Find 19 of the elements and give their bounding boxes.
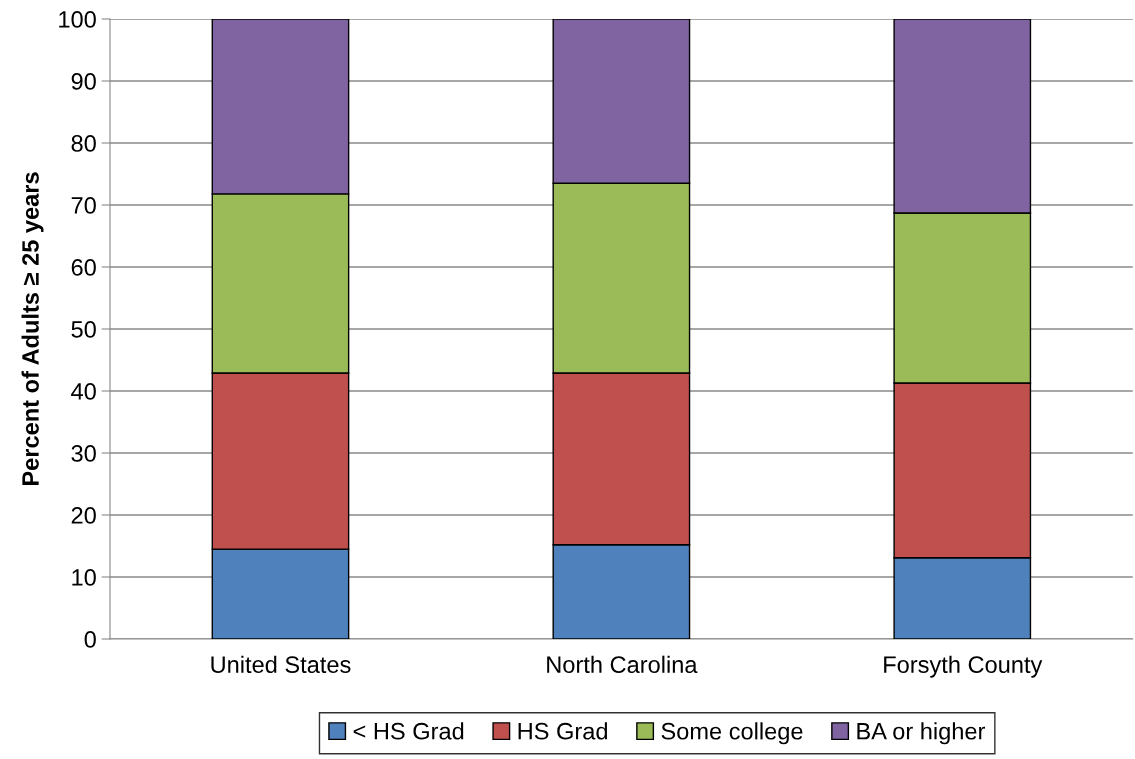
y-axis-title: Percent of Adults ≥ 25 years [21,172,44,486]
y-tick-label: 0 [84,631,96,648]
legend-label: Some college [661,722,803,745]
y-tick-label: 100 [59,11,96,28]
y-tick-label: 20 [71,507,96,524]
y-tick-label: 30 [71,445,96,462]
y-tick-label: 60 [71,259,96,276]
legend-label: HS Grad [518,722,607,740]
legend-label: BA or higher [857,722,986,745]
legend-label: < HS Grad [353,722,464,740]
y-tick-label: 80 [71,135,96,152]
y-tick-label: 90 [71,73,96,90]
y-tick-label: 50 [71,321,96,338]
x-tick-label: North Carolina [547,655,698,674]
y-tick-label: 10 [72,569,96,586]
x-tick-label: Forsyth County [884,655,1043,678]
x-tick-label: United States [211,655,351,674]
y-tick-label: 70 [71,197,96,214]
y-tick-label: 40 [71,383,96,400]
